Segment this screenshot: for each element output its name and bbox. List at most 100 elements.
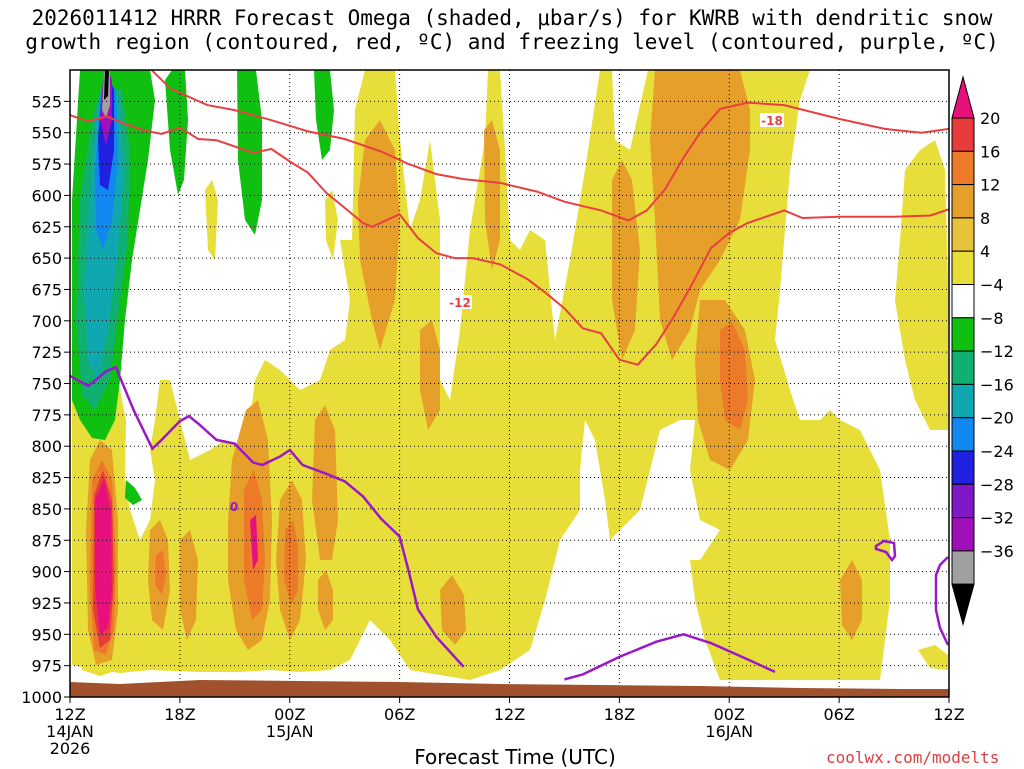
omega-positive-region xyxy=(205,180,218,260)
x-tick-label: 00Z xyxy=(714,705,745,724)
colorbar-segment xyxy=(951,450,975,485)
contour-label-zero: 0 xyxy=(230,500,238,514)
chart-title: 2026011412 HRRR Forecast Omega (shaded, … xyxy=(0,6,1024,54)
colorbar-segment xyxy=(951,350,975,385)
colorbar-bottom-arrow xyxy=(951,583,975,627)
colorbar-segment xyxy=(951,217,975,252)
contour-label-minus18: -18 xyxy=(761,114,783,128)
x-axis-label: Forecast Time (UTC) xyxy=(414,745,616,769)
y-tick-label: 750 xyxy=(31,375,62,394)
omega-strong-region xyxy=(484,120,500,270)
omega-strong-region xyxy=(180,530,198,640)
minus12c-contour xyxy=(70,114,949,366)
freezing-level-contour-lower xyxy=(564,632,776,681)
y-tick-label: 975 xyxy=(31,657,62,676)
omega-negative-region xyxy=(125,480,142,505)
x-tick-sublabel: 16JAN xyxy=(705,722,753,741)
y-tick-label: 1000 xyxy=(21,688,62,707)
freezing-level-small-loop xyxy=(874,539,897,563)
colorbar-label: 16 xyxy=(980,142,1000,161)
colorbar-label: −4 xyxy=(980,276,1004,295)
y-tick-label: 625 xyxy=(31,218,62,237)
x-tick-label: 06Z xyxy=(823,705,854,724)
omega-strong-region xyxy=(420,320,440,430)
omega-negative-region xyxy=(314,70,334,160)
x-tick-label: 12Z xyxy=(54,705,85,724)
colorbar-label: 4 xyxy=(980,242,990,261)
x-tick-label: 18Z xyxy=(604,705,635,724)
x-tick-label: 00Z xyxy=(274,705,305,724)
x-tick-label: 18Z xyxy=(164,705,195,724)
site-credit: coolwx.com/modelts xyxy=(826,748,1000,767)
omega-intense-column xyxy=(250,515,258,570)
omega-strong-region xyxy=(312,405,338,560)
y-tick-label: 950 xyxy=(31,625,62,644)
y-tick-label: 925 xyxy=(31,594,62,613)
omega-strong-region xyxy=(650,70,750,360)
y-tick-label: 825 xyxy=(31,469,62,488)
y-tick-label: 675 xyxy=(31,280,62,299)
colorbar: 20 16 12 8 4 −4 −8 −12 −16 −20 −24 −28 −32 −36 xyxy=(951,75,1014,627)
colorbar-segment xyxy=(951,550,975,585)
y-tick-label: 525 xyxy=(31,92,62,111)
y-tick-label: 575 xyxy=(31,155,62,174)
minus18c-contour xyxy=(150,70,949,222)
x-tick-sublabel: 15JAN xyxy=(266,722,314,741)
omega-negative-region xyxy=(104,70,109,100)
colorbar-segment xyxy=(951,117,975,152)
colorbar-label: −24 xyxy=(980,442,1014,461)
title-line-1: 2026011412 HRRR Forecast Omega (shaded, … xyxy=(31,6,993,30)
omega-positive-region xyxy=(325,190,338,260)
x-tick-sublabel: 14JAN xyxy=(46,722,94,741)
omega-strong-region xyxy=(840,560,862,640)
colorbar-label: 20 xyxy=(980,109,1000,128)
colorbar-segment xyxy=(951,483,975,519)
y-tick-label: 800 xyxy=(31,437,62,456)
colorbar-segment xyxy=(951,383,975,419)
freezing-level-contour xyxy=(70,365,465,668)
freezing-level-edge xyxy=(934,556,949,646)
omega-positive-region xyxy=(895,140,948,430)
omega-strongest-region xyxy=(284,520,298,605)
y-tick-label: 875 xyxy=(31,531,62,550)
colorbar-label: 12 xyxy=(980,176,1000,195)
y-tick-label: 650 xyxy=(31,249,62,268)
colorbar-label: −36 xyxy=(980,542,1014,561)
colorbar-top-arrow xyxy=(951,75,975,119)
x-tick-label: 06Z xyxy=(384,705,415,724)
y-tick-label: 725 xyxy=(31,343,62,362)
terrain-ground xyxy=(70,680,949,697)
y-tick-label: 900 xyxy=(31,563,62,582)
omega-strong-region xyxy=(358,120,400,350)
colorbar-label: −32 xyxy=(980,509,1014,528)
omega-shading xyxy=(72,70,948,680)
colorbar-segment xyxy=(951,417,975,452)
y-tick-label: 850 xyxy=(31,500,62,519)
colorbar-segment xyxy=(951,517,975,552)
plot-grid xyxy=(70,70,949,697)
omega-strongest-region xyxy=(155,550,166,595)
colorbar-label: 8 xyxy=(980,209,990,228)
colorbar-label: −8 xyxy=(980,309,1004,328)
omega-positive-region xyxy=(918,645,948,670)
colorbar-label: −28 xyxy=(980,475,1014,494)
y-tick-label: 700 xyxy=(31,312,62,331)
colorbar-segment xyxy=(951,184,975,219)
colorbar-label: −16 xyxy=(980,375,1014,394)
title-line-2: growth region (contoured, red, ºC) and f… xyxy=(25,30,999,54)
y-tick-label: 775 xyxy=(31,406,62,425)
contour-labels: -18 -12 0 xyxy=(230,113,784,514)
x-tick-label: 12Z xyxy=(933,705,964,724)
colorbar-segment xyxy=(951,150,975,186)
isotherm-contours xyxy=(70,70,949,681)
omega-strongest-region xyxy=(720,322,748,430)
colorbar-segment xyxy=(951,317,975,352)
colorbar-segment xyxy=(951,284,975,319)
colorbar-segment xyxy=(951,250,975,285)
x-tick-label: 12Z xyxy=(494,705,525,724)
x-tick-sublabel: 2026 xyxy=(50,739,91,758)
omega-intense-column xyxy=(95,478,112,635)
colorbar-label: −20 xyxy=(980,409,1014,428)
